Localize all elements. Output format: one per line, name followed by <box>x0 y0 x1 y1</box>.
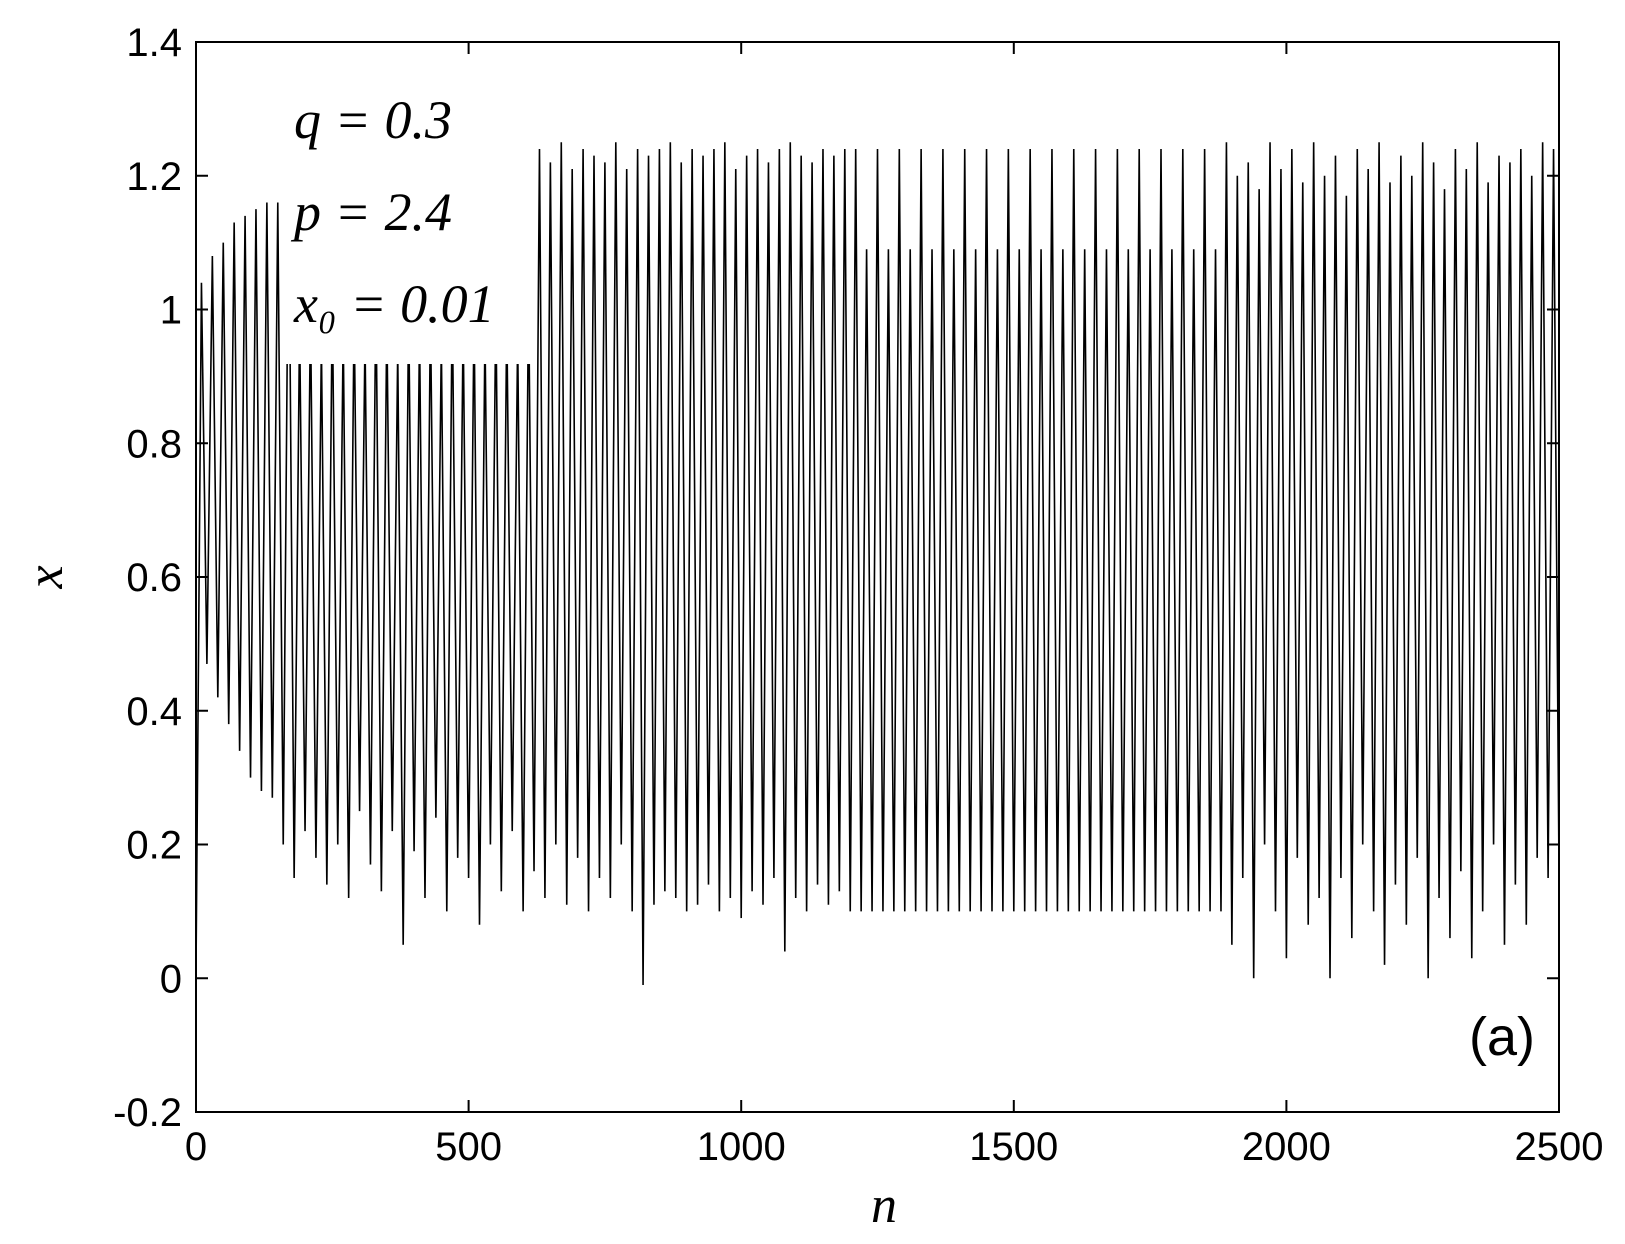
x-tick-label: 1500 <box>969 1125 1058 1169</box>
y-tick-label: 1.2 <box>126 155 182 199</box>
y-tick-label: 0.2 <box>126 824 182 868</box>
y-tick-label: 1 <box>160 289 182 333</box>
annotation: p = 2.4 <box>290 182 452 242</box>
panel-label: (a) <box>1469 1007 1535 1067</box>
y-tick-label: 0.8 <box>126 422 182 466</box>
x-tick-label: 1000 <box>697 1125 786 1169</box>
annotation: q = 0.3 <box>294 90 452 150</box>
data-line <box>195 142 1560 985</box>
x-axis-label: n <box>871 1177 897 1234</box>
annotation-box <box>284 154 536 364</box>
y-tick-label: -0.2 <box>113 1091 182 1135</box>
x-tick-label: 500 <box>435 1125 502 1169</box>
y-tick-label: 0.4 <box>126 690 182 734</box>
annotation: x₀ = 0.01 <box>293 274 495 334</box>
y-tick-label: 0 <box>160 957 182 1001</box>
x-tick-label: 2500 <box>1515 1125 1604 1169</box>
y-tick-label: 1.4 <box>126 21 182 65</box>
y-axis-label: x <box>17 565 74 589</box>
x-tick-label: 2000 <box>1242 1125 1331 1169</box>
y-tick-label: 0.6 <box>126 556 182 600</box>
x-tick-label: 0 <box>185 1125 207 1169</box>
